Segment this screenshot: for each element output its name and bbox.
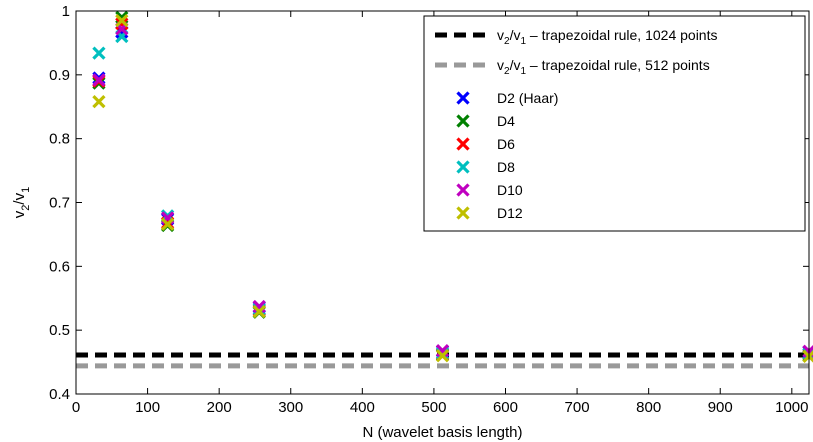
x-tick-label: 600: [493, 399, 518, 416]
data-point: [115, 13, 129, 28]
data-point: [435, 346, 450, 360]
x-tick-label: 200: [207, 399, 232, 416]
y-tick-label: 0.7: [49, 195, 70, 212]
legend-marker: [456, 206, 470, 220]
axis-ticks: 0 100 200 300 400 500 600 700 800 900 1000 0.4 0.5 0.…: [49, 3, 809, 416]
data-point: [252, 305, 266, 319]
legend-label: D2 (Haar): [497, 90, 558, 106]
x-axis-title: N (wavelet basis length): [362, 424, 522, 441]
y-tick-label: 0.5: [49, 322, 70, 339]
legend-marker: [456, 91, 470, 105]
legend-label: D10: [497, 182, 523, 198]
x-tick-label: 500: [421, 399, 446, 416]
x-tick-label: 400: [350, 399, 375, 416]
x-tick-label: 300: [278, 399, 303, 416]
x-tick-label: 800: [636, 399, 661, 416]
data-point: [435, 349, 450, 363]
y-tick-label: 0.4: [49, 386, 70, 403]
x-tick-label: 100: [135, 399, 160, 416]
legend: v2/v1 – trapezoidal rule, 1024 points v2/…: [423, 15, 806, 232]
y-tick-label: 0.6: [49, 258, 70, 275]
x-tick-label: 1000: [775, 399, 808, 416]
legend-label: D12: [497, 205, 523, 221]
y-axis-title: v2/v1: [11, 187, 32, 218]
x-tick-label: 0: [72, 399, 80, 416]
data-point: [252, 302, 266, 316]
legend-marker: [456, 183, 470, 197]
data-point: [92, 46, 106, 60]
y-tick-label: 0.8: [49, 131, 70, 148]
legend-box: [423, 15, 806, 232]
legend-label: D4: [497, 113, 515, 129]
data-point: [160, 217, 175, 231]
x-tick-label: 700: [565, 399, 590, 416]
y-tick-label: 0.9: [49, 67, 70, 84]
legend-marker: [456, 160, 470, 174]
legend-label: D8: [497, 159, 515, 175]
legend-marker: [456, 137, 470, 151]
legend-label: v2/v1 – trapezoidal rule, 1024 points: [497, 27, 717, 47]
x-tick-label: 900: [708, 399, 733, 416]
data-point: [92, 95, 106, 109]
legend-label: D6: [497, 136, 515, 152]
legend-label: v2/v1 – trapezoidal rule, 512 points: [497, 57, 710, 77]
data-point: [92, 73, 106, 87]
legend-marker: [456, 114, 470, 128]
y-tick-label: 1: [62, 3, 70, 20]
